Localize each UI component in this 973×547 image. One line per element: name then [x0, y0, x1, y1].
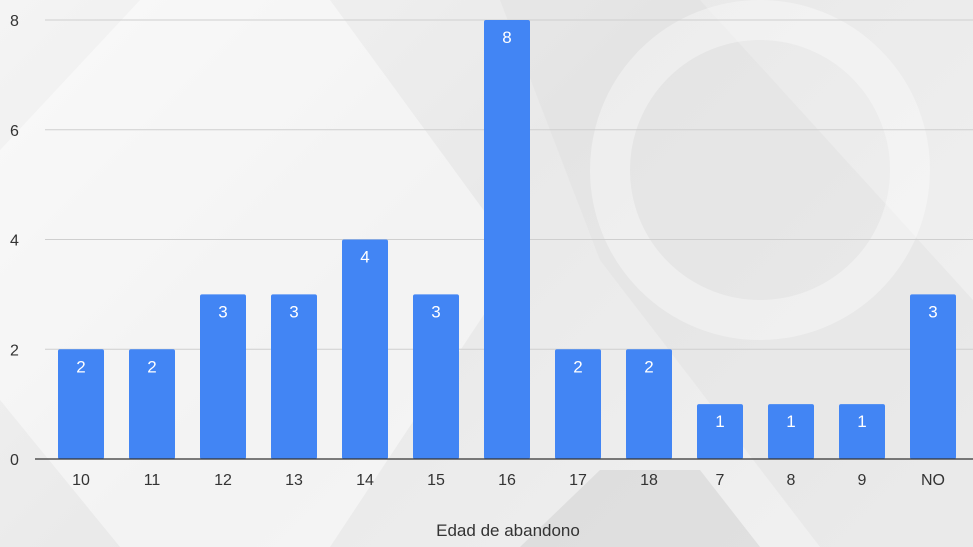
x-tick-label: 13: [285, 472, 303, 489]
bar: [697, 404, 743, 459]
data-label: 2: [76, 357, 85, 376]
data-label: 3: [289, 302, 298, 321]
data-label: 2: [573, 357, 582, 376]
x-tick-label: 10: [72, 472, 90, 489]
data-label: 2: [644, 357, 653, 376]
bar: [626, 349, 672, 459]
x-tick-label: 15: [427, 472, 445, 489]
data-label: 3: [431, 302, 440, 321]
y-tick-label: 4: [10, 233, 19, 250]
y-tick-label: 0: [10, 452, 19, 469]
data-label: 2: [147, 357, 156, 376]
data-label: 1: [786, 412, 795, 431]
data-label: 1: [715, 412, 724, 431]
bar: [484, 20, 530, 459]
x-tick-label: 9: [858, 472, 867, 489]
bar: [839, 404, 885, 459]
x-tick-label: 16: [498, 472, 516, 489]
bar: [413, 294, 459, 459]
y-tick-label: 6: [10, 123, 19, 140]
x-tick-label: 7: [716, 472, 725, 489]
bars: 2 2 3 3 4 3 8 2 2 1 1 1 3: [58, 20, 956, 459]
bar: [129, 349, 175, 459]
x-tick-label: 11: [144, 472, 161, 489]
x-tick-label: 14: [356, 472, 374, 489]
data-label: 8: [502, 28, 511, 47]
bar: [555, 349, 601, 459]
bar: [910, 294, 956, 459]
y-tick-label: 8: [10, 13, 19, 30]
bar: [200, 294, 246, 459]
y-tick-label: 2: [10, 342, 19, 359]
x-tick-label: 8: [787, 472, 796, 489]
data-label: 4: [360, 248, 369, 267]
data-label: 3: [218, 302, 227, 321]
x-tick-label: NO: [921, 472, 945, 489]
data-label: 3: [928, 302, 937, 321]
bar: [58, 349, 104, 459]
data-label: 1: [857, 412, 866, 431]
x-tick-label: 17: [569, 472, 587, 489]
bar: [271, 294, 317, 459]
x-tick-label: 12: [214, 472, 232, 489]
x-tick-label: 18: [640, 472, 658, 489]
bar: [342, 239, 388, 459]
bar: [768, 404, 814, 459]
x-axis-title: Edad de abandono: [436, 521, 580, 540]
